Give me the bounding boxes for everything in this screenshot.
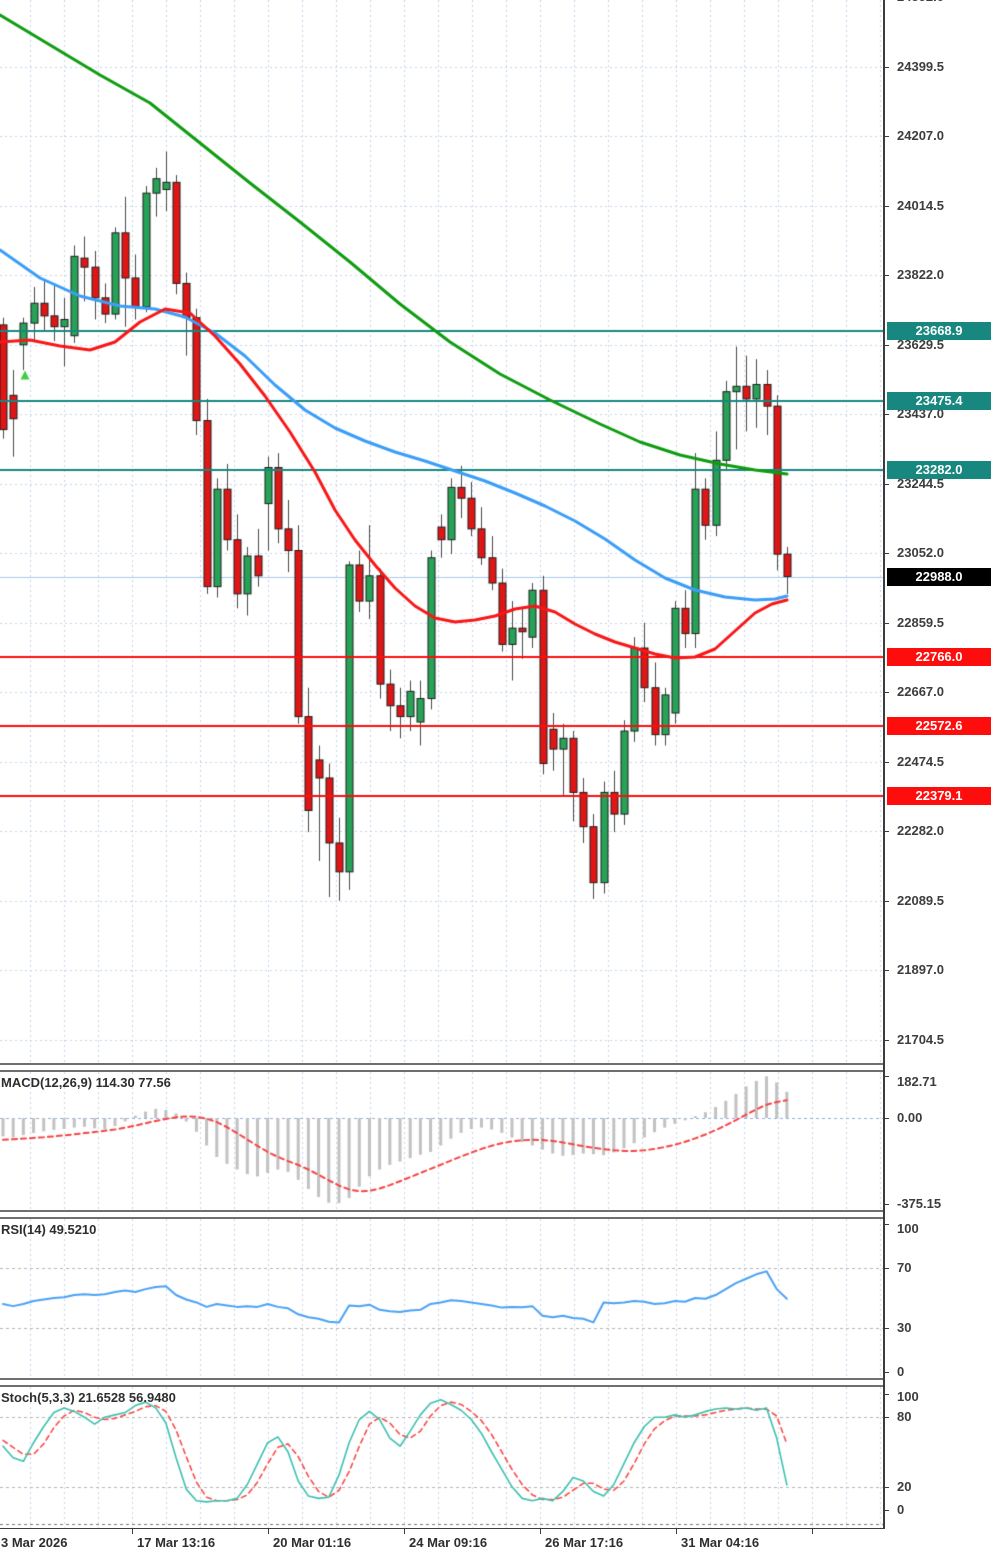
price-tick-mark	[883, 66, 889, 68]
price-tick-label: 22282.0	[897, 823, 944, 839]
price-tick-mark	[883, 136, 889, 138]
macd-indicator-label: MACD(12,26,9) 114.30 77.56	[1, 1075, 171, 1090]
price-tick-label: 24399.5	[897, 58, 944, 74]
time-axis-line	[0, 1528, 885, 1529]
time-tick-mark	[404, 1528, 405, 1534]
time-tick-mark	[132, 1528, 133, 1534]
price-tick-mark	[883, 622, 889, 624]
support-badge: 22766.0	[887, 647, 991, 666]
price-tick-mark	[883, 414, 889, 416]
rsi-indicator-label: RSI(14) 49.5210	[1, 1222, 97, 1237]
indicator-axis-label: -375.15	[897, 1195, 942, 1211]
rsi-panel-canvas[interactable]	[0, 1219, 883, 1378]
indicator-tick-mark	[883, 1417, 889, 1419]
price-tick-mark	[883, 275, 889, 277]
current-price-badge: 22988.0	[887, 567, 991, 586]
price-tick-mark	[883, 344, 889, 346]
price-tick-mark	[883, 1039, 889, 1041]
price-chart-canvas[interactable]	[0, 0, 883, 1063]
time-axis-label: 20 Mar 01:16	[273, 1535, 352, 1550]
price-tick-label: 23822.0	[897, 267, 944, 283]
time-tick-mark	[540, 1528, 541, 1534]
time-axis-label: 31 Mar 04:16	[681, 1535, 760, 1550]
stoch-indicator-label: Stoch(5,3,3) 21.6528 56.9480	[1, 1390, 176, 1405]
price-tick-label: 22859.5	[897, 614, 944, 630]
price-tick-label: 23629.5	[897, 336, 944, 352]
panel-separator[interactable]	[0, 1378, 885, 1387]
price-tick-label: 21897.0	[897, 962, 944, 978]
price-tick-label: 22474.5	[897, 753, 944, 769]
price-tick-mark	[883, 205, 889, 207]
indicator-tick-mark	[883, 1076, 889, 1078]
time-axis-label: 26 Mar 17:16	[545, 1535, 624, 1550]
support-badge: 22379.1	[887, 787, 991, 806]
price-tick-mark	[883, 970, 889, 972]
price-tick-mark	[883, 761, 889, 763]
macd-panel-canvas[interactable]	[0, 1072, 883, 1210]
time-axis-label: 17 Mar 13:16	[137, 1535, 216, 1550]
indicator-axis-label: 80	[897, 1409, 912, 1425]
time-tick-mark	[268, 1528, 269, 1534]
indicator-tick-mark	[883, 1327, 889, 1329]
indicator-axis-label: 100	[897, 1221, 919, 1236]
indicator-tick-mark	[883, 1118, 889, 1119]
resistance-badge: 23668.9	[887, 321, 991, 340]
price-tick-label: 22089.5	[897, 892, 944, 908]
indicator-tick-mark	[883, 1203, 889, 1205]
panel-separator[interactable]	[0, 1063, 885, 1072]
indicator-axis-label: 30	[897, 1319, 912, 1335]
indicator-tick-mark	[883, 1224, 889, 1225]
panel-separator[interactable]	[0, 1210, 885, 1219]
price-tick-mark	[883, 900, 889, 902]
indicator-tick-mark	[883, 1372, 889, 1373]
price-axis-line	[883, 0, 885, 1528]
price-tick-label: 24207.0	[897, 128, 944, 144]
time-axis-label: 24 Mar 09:16	[409, 1535, 488, 1550]
indicator-axis-label: 70	[897, 1260, 912, 1276]
price-tick-mark	[883, 692, 889, 694]
price-tick-label: 24592.0	[897, 0, 944, 4]
price-tick-label: 21704.5	[897, 1031, 944, 1047]
resistance-badge: 23282.0	[887, 461, 991, 480]
indicator-tick-mark	[883, 1486, 889, 1488]
time-tick-mark	[812, 1528, 813, 1534]
indicator-axis-label: 20	[897, 1478, 912, 1494]
indicator-axis-label: 100	[897, 1389, 919, 1404]
price-tick-label: 22667.0	[897, 684, 944, 700]
price-tick-mark	[883, 483, 889, 485]
price-tick-label: 23052.0	[897, 545, 944, 561]
indicator-axis-label: 0	[897, 1502, 905, 1517]
price-tick-label: 23437.0	[897, 406, 944, 422]
resistance-badge: 23475.4	[887, 391, 991, 410]
indicator-axis-label: 182.71	[897, 1074, 937, 1089]
support-badge: 22572.6	[887, 717, 991, 736]
stoch-panel-canvas[interactable]	[0, 1387, 883, 1528]
indicator-axis-label: 0	[897, 1364, 905, 1379]
price-tick-mark	[883, 553, 889, 555]
indicator-tick-mark	[883, 1394, 889, 1395]
price-tick-mark	[883, 831, 889, 833]
indicator-tick-mark	[883, 1268, 889, 1270]
indicator-tick-mark	[883, 1510, 889, 1511]
indicator-axis-label: 0.00	[897, 1110, 923, 1125]
price-tick-label: 24014.5	[897, 197, 944, 213]
time-axis-label: 3 Mar 2026	[1, 1535, 68, 1550]
price-tick-label: 23244.5	[897, 475, 944, 491]
time-tick-mark	[676, 1528, 677, 1534]
